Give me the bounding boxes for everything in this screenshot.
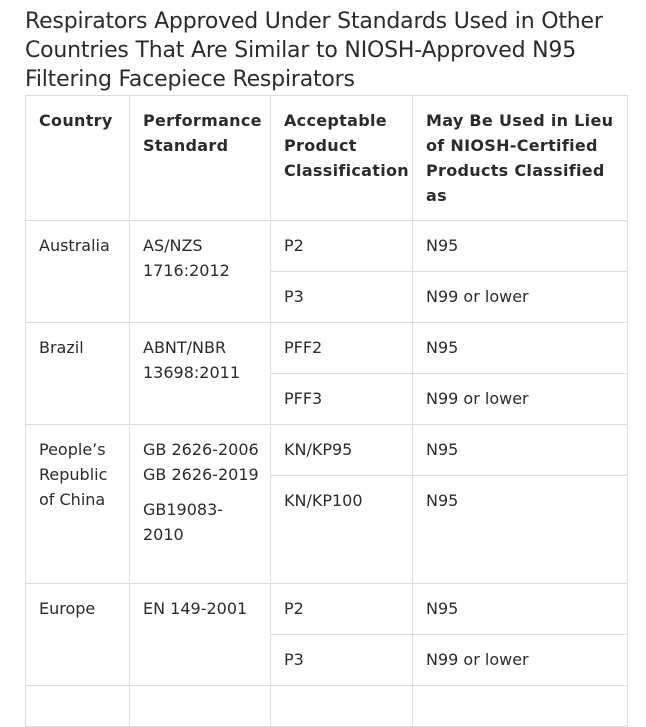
page-title: Respirators Approved Under Standards Use…: [25, 9, 603, 92]
table-row: Brazil ABNT/NBR 13698:2011 PFF2 N95: [25, 322, 628, 425]
table-row: People’s Republic of China GB 2626-2006 …: [25, 424, 628, 584]
country-cell: Europe: [25, 583, 130, 686]
country-cell: [25, 685, 130, 727]
classification-cell: KN/KP95: [270, 424, 413, 476]
classification-cell: PFF2: [270, 322, 413, 374]
classification-cell: P2: [270, 583, 413, 635]
header-niosh-equivalent: May Be Used in Lieu of NIOSH-Certified P…: [412, 95, 628, 221]
table-row: KN/KP100 N95: [26, 475, 628, 584]
classification-cell: KN/KP100: [270, 475, 413, 584]
classification-cell: P3: [270, 271, 413, 323]
equivalent-cell: N95: [412, 475, 628, 584]
standard-value: GB19083-2010: [143, 500, 224, 544]
classification-cell: PFF3: [270, 373, 413, 425]
table-row: P3 N99 or lower: [26, 634, 628, 686]
country-cell: People’s Republic of China: [25, 424, 130, 584]
table-row: Europe EN 149-2001 P2 N95: [25, 583, 628, 686]
header-product-classification: Acceptable Product Classification: [270, 95, 413, 221]
standard-cell: AS/NZS 1716:2012: [129, 220, 271, 323]
standard-value: AS/NZS 1716:2012: [143, 236, 230, 280]
table-row: P3 N99 or lower: [26, 271, 628, 323]
equivalent-cell: N95: [412, 424, 628, 476]
equivalent-cell: N95: [412, 583, 628, 635]
standard-cell: GB 2626-2006 GB 2626-2019 GB19083-2010: [129, 424, 271, 584]
standard-value: ABNT/NBR 13698:2011: [143, 338, 241, 382]
standard-value: GB 2626-2006: [143, 440, 259, 459]
equivalent-cell: N95: [412, 322, 628, 374]
equivalent-cell: [412, 685, 628, 727]
standard-cell: EN 149-2001: [129, 583, 271, 686]
table-row-cutoff: [25, 685, 628, 727]
classification-cell: P2: [270, 220, 413, 272]
country-cell: Brazil: [25, 322, 130, 425]
header-country: Country: [25, 95, 130, 221]
country-cell: Australia: [25, 220, 130, 323]
classification-cell: [270, 685, 413, 727]
respirator-standards-table: Country Performance Standard Acceptable …: [25, 95, 628, 727]
standard-value: GB 2626-2019: [143, 465, 259, 484]
classification-cell: P3: [270, 634, 413, 686]
equivalent-cell: N95: [412, 220, 628, 272]
standard-cell: ABNT/NBR 13698:2011: [129, 322, 271, 425]
table-row: Australia AS/NZS 1716:2012 P2 N95: [25, 220, 628, 323]
standard-value: EN 149-2001: [143, 599, 248, 618]
equivalent-cell: N99 or lower: [412, 373, 628, 425]
table-row: PFF3 N99 or lower: [26, 373, 628, 425]
table-header-row: Country Performance Standard Acceptable …: [25, 95, 628, 221]
header-performance-standard: Performance Standard: [129, 95, 271, 221]
standard-cell: [129, 685, 271, 727]
equivalent-cell: N99 or lower: [412, 271, 628, 323]
equivalent-cell: N99 or lower: [412, 634, 628, 686]
